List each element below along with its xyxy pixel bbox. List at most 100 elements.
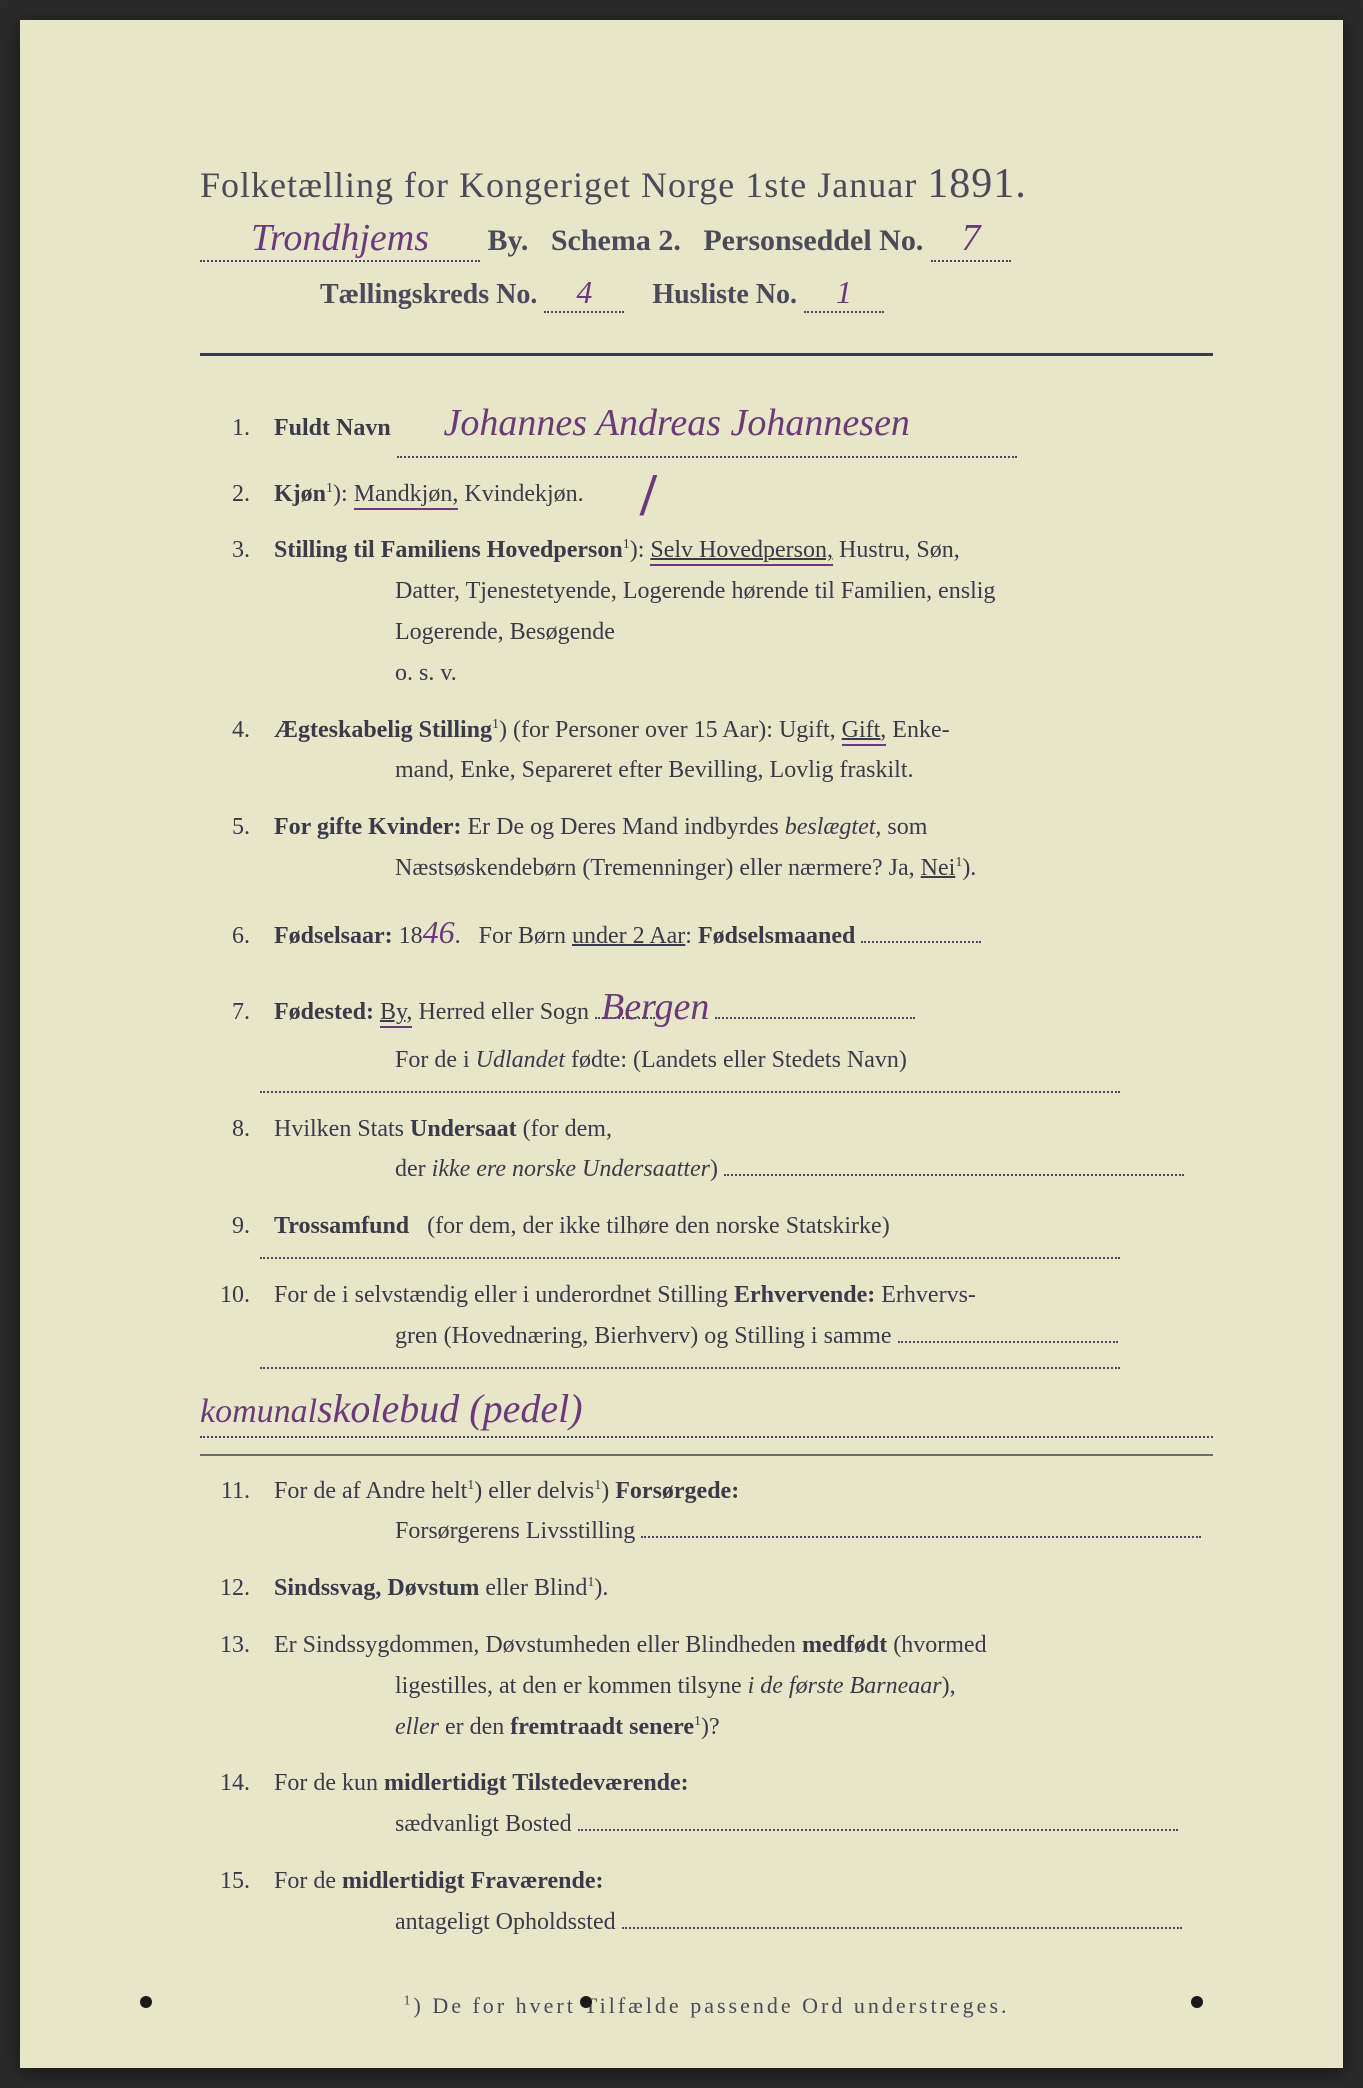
entry-3-rest3: Logerende, Besøgende	[260, 612, 1213, 653]
beslaegtet: beslægtet,	[785, 814, 882, 840]
census-form-page: Folketælling for Kongeriget Norge 1ste J…	[20, 20, 1343, 2068]
entry-13-text2: (hvormed	[893, 1632, 986, 1658]
occupation-prefix: komunal	[200, 1393, 317, 1430]
entry-2: 2. Kjøn1): Mandkjøn, Kvindekjøn. /	[200, 474, 1213, 515]
entry-15-cont: antageligt Opholdssted	[260, 1902, 1213, 1943]
selv-hovedperson: Selv Hovedperson,	[650, 537, 833, 566]
entry-14: 14. For de kun midlertidigt Tilstedevære…	[200, 1763, 1213, 1845]
sup-1c: 1	[492, 717, 499, 732]
title-year: 1891.	[927, 161, 1027, 207]
entry-13-cont2: eller er den fremtraadt senere1)?	[260, 1707, 1213, 1748]
entry-10-num: 10.	[200, 1275, 250, 1316]
punch-hole-icon	[580, 1996, 592, 2008]
entry-4-rest: mand, Enke, Separeret efter Bevilling, L…	[260, 750, 1213, 791]
entry-5-rest-line: Næstsøskendebørn (Tremenninger) eller næ…	[260, 848, 1213, 889]
birth-year: 46	[423, 914, 455, 950]
full-name-value: Johannes Andreas Johannesen	[397, 391, 1017, 458]
entry-3-num: 3.	[200, 530, 250, 571]
husliste-label: Husliste No.	[652, 279, 797, 310]
entry-4-label: Ægteskabelig Stilling	[274, 717, 492, 743]
entry-8: 8. Hvilken Stats Undersaat (for dem, der…	[200, 1109, 1213, 1191]
paren-a: )	[333, 481, 341, 507]
sup-1b: 1	[623, 537, 630, 552]
birth-month-field	[861, 941, 981, 943]
udlandet: Udlandet	[476, 1047, 565, 1073]
schema-label: Schema 2.	[551, 224, 681, 257]
paren-f: )	[474, 1478, 482, 1504]
entry-13-rest3: er den	[445, 1714, 504, 1740]
entry-7: 7. Fødested: By, Herred eller Sogn Berge…	[200, 975, 1213, 1092]
footnote: 1) De for hvert Tilfælde passende Ord un…	[200, 1993, 1213, 2019]
paren-g: )	[601, 1478, 609, 1504]
taellingskreds-label: Tællingskreds No.	[320, 279, 537, 310]
city-suffix: By.	[488, 224, 529, 257]
entry-12-num: 12.	[200, 1568, 250, 1609]
entry-15: 15. For de midlertidigt Fraværende: anta…	[200, 1861, 1213, 1943]
entry-14-cont: sædvanligt Bosted	[260, 1804, 1213, 1845]
personseddel-no: 7	[931, 216, 1011, 262]
title-prefix: Folketælling for Kongeriget Norge 1ste J…	[200, 165, 917, 205]
paren-d: ).	[962, 855, 976, 881]
footnote-text: De for hvert Tilfælde passende Ord under…	[432, 1993, 1009, 2018]
entry-11-num: 11.	[200, 1471, 250, 1512]
entry-7-rest: For de i	[395, 1047, 470, 1073]
entry-1-num: 1.	[200, 408, 250, 449]
by-selected: By,	[380, 999, 412, 1028]
entry-10-rest: gren (Hovednæring, Bierhverv) og Stillin…	[395, 1323, 892, 1349]
occupation-rule	[200, 1454, 1213, 1456]
entry-4-opts1: Ugift,	[779, 717, 836, 743]
dotted-10a	[898, 1341, 1118, 1343]
entry-11-rest: Forsørgerens Livsstilling	[395, 1518, 635, 1544]
dotted-10b	[260, 1367, 1120, 1369]
dotted-8	[724, 1174, 1184, 1176]
entry-5-label: For gifte Kvinder:	[274, 814, 462, 840]
dotted-7c	[260, 1091, 1120, 1093]
medfodt: medfødt	[802, 1632, 887, 1658]
entry-4: 4. Ægteskabelig Stilling1) (for Personer…	[200, 710, 1213, 792]
dotted-9	[260, 1257, 1120, 1259]
entry-11-label: Forsørgede:	[615, 1478, 739, 1504]
entry-13-text1: Er Sindssygdommen, Døvstumheden eller Bl…	[274, 1632, 796, 1658]
header-rule	[200, 353, 1213, 356]
entry-7-label: Fødested:	[274, 999, 374, 1025]
occupation-value: skolebud (pedel)	[317, 1386, 582, 1431]
paren-b: )	[630, 537, 638, 563]
dotted-11	[641, 1536, 1201, 1538]
entry-1-label: Fuldt Navn	[274, 415, 391, 441]
form-header: Folketælling for Kongeriget Norge 1ste J…	[200, 160, 1213, 313]
entry-7-cont: For de i Udlandet fødte: (Landets eller …	[260, 1040, 1213, 1081]
entry-8-rest: der	[395, 1156, 426, 1182]
entry-13-cont1: ligestilles, at den er kommen tilsyne i …	[260, 1666, 1213, 1707]
occupation-line: komunalskolebud (pedel)	[200, 1385, 1213, 1438]
entry-6-label2: Fødselsmaaned	[698, 923, 855, 949]
entry-14-num: 14.	[200, 1763, 250, 1804]
entry-9-text: (for dem, der ikke tilhøre den norske St…	[427, 1213, 890, 1239]
entry-10-text1: For de i selvstændig eller i underordnet…	[274, 1282, 728, 1308]
entry-8-cont: der ikke ere norske Undersaatter)	[260, 1149, 1213, 1190]
entry-8-num: 8.	[200, 1109, 250, 1150]
title-line-2: Trondhjems By. Schema 2. Personseddel No…	[200, 216, 1213, 262]
entry-3: 3. Stilling til Familiens Hovedperson1):…	[200, 530, 1213, 693]
entry-12-label: Sindssvag, Døvstum	[274, 1575, 479, 1601]
city-handwritten: Trondhjems	[200, 216, 480, 262]
punch-hole-icon	[140, 1996, 152, 2008]
entry-9-num: 9.	[200, 1206, 250, 1247]
entry-8-label: Undersaat	[410, 1116, 517, 1142]
entry-2-label: Kjøn	[274, 481, 326, 507]
entry-3-rest2: Datter, Tjenestetyende, Logerende hørend…	[260, 571, 1213, 612]
entry-15-text1: For de	[274, 1868, 336, 1894]
paren-e: )	[710, 1156, 718, 1182]
title-line-3: Tællingskreds No. 4 Husliste No. 1	[200, 274, 1213, 313]
entry-3-rest4: o. s. v.	[260, 653, 1213, 694]
gender-male: Mandkjøn,	[354, 481, 459, 510]
entry-8-text2: (for dem,	[523, 1116, 612, 1142]
paren-i: )	[701, 1714, 709, 1740]
entry-1: 1. Fuldt Navn Johannes Andreas Johannese…	[200, 391, 1213, 458]
birthplace-value: Bergen	[661, 975, 709, 1040]
entry-13: 13. Er Sindssygdommen, Døvstumheden elle…	[200, 1625, 1213, 1747]
entry-3-label: Stilling til Familiens Hovedperson	[274, 537, 623, 563]
entry-14-text1: For de kun	[274, 1770, 378, 1796]
period-a: .	[455, 923, 461, 949]
entry-7-text1: Herred eller Sogn	[418, 999, 589, 1025]
entry-13-rest2: ),	[942, 1673, 956, 1699]
